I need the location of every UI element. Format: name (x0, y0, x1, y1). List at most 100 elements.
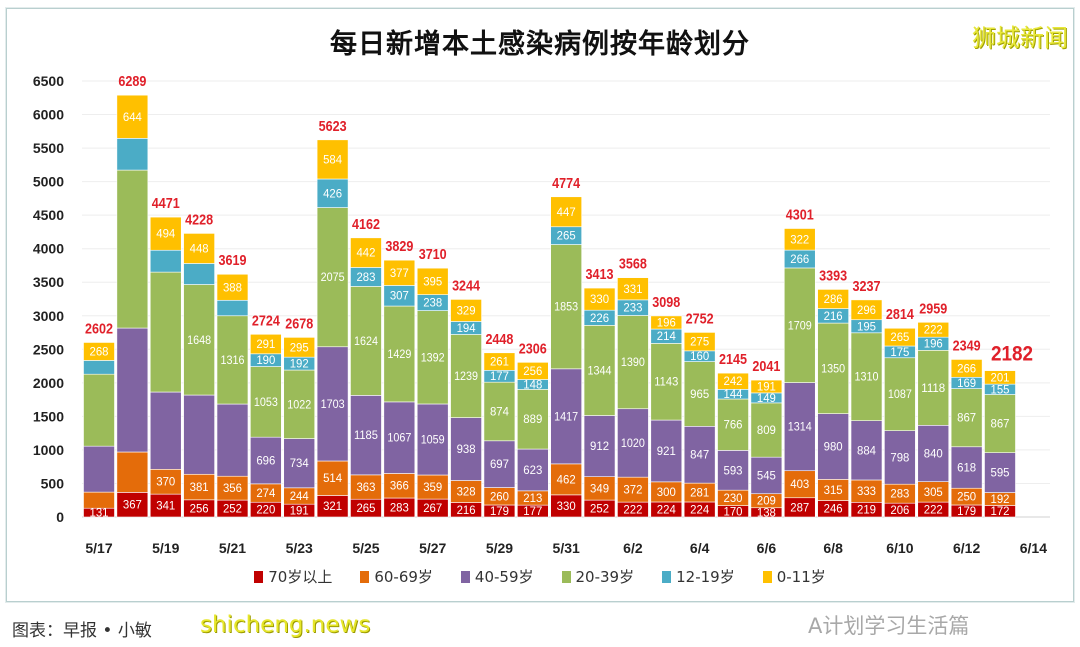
data-label: 252 (590, 504, 609, 516)
legend-label: 12-19岁 (676, 568, 735, 586)
legend-item-12-19: 12-19岁 (662, 566, 735, 587)
y-tick-label: 2000 (33, 375, 64, 391)
bar-segment (149, 469, 182, 495)
bar-segment (116, 327, 149, 453)
y-tick-label: 500 (41, 475, 65, 491)
data-label: 494 (156, 229, 176, 241)
bar-segment (717, 372, 749, 390)
data-label: 191 (757, 382, 776, 394)
y-tick-label: 4500 (33, 207, 64, 223)
bar-segment (650, 343, 683, 421)
bar-segment (316, 178, 349, 208)
data-label: 238 (423, 298, 442, 310)
data-label: 330 (557, 501, 576, 513)
bar-segment (350, 474, 382, 500)
data-label: 921 (657, 446, 676, 458)
total-label: 2041 (752, 358, 780, 375)
chart-title: 每日新增本土感染病例按年龄划分 (330, 29, 750, 60)
legend-swatch (460, 570, 470, 583)
bar-segment (917, 350, 950, 426)
bar-segment (950, 359, 983, 378)
bar-segment (183, 394, 215, 475)
bar-segment (783, 228, 816, 251)
data-label: 260 (490, 491, 509, 503)
data-label: 377 (390, 268, 409, 280)
data-label: 195 (857, 321, 876, 333)
data-label: 265 (890, 332, 909, 344)
x-tick-label: 5/21 (219, 540, 246, 556)
data-label: 696 (256, 456, 275, 468)
data-label: 177 (490, 371, 509, 383)
data-label: 274 (256, 488, 276, 500)
x-tick-label: 5/25 (352, 540, 379, 556)
total-label: 3829 (385, 238, 413, 255)
data-label: 131 (90, 508, 109, 520)
bar-segment (116, 138, 149, 171)
total-label: 3568 (619, 256, 647, 273)
data-label: 230 (724, 493, 743, 505)
bar-segment (216, 273, 249, 301)
data-label: 226 (590, 313, 609, 325)
x-tick-label: 6/14 (1020, 540, 1047, 556)
data-label: 322 (790, 234, 809, 246)
bar-segment (550, 244, 582, 370)
data-label: 1417 (554, 411, 578, 423)
data-label: 867 (957, 413, 976, 425)
data-label: 623 (523, 465, 542, 477)
data-label: 912 (590, 441, 609, 453)
bar-segment (483, 440, 516, 488)
data-label: 268 (90, 346, 109, 358)
legend-label: 0-11岁 (776, 568, 826, 586)
bar-segment (850, 299, 883, 321)
bar-segment (216, 315, 249, 405)
bar-segment (984, 370, 1016, 385)
data-label: 874 (490, 406, 510, 418)
bar-segment (149, 249, 182, 273)
bar-segment (450, 299, 482, 322)
data-label: 265 (356, 503, 375, 515)
bar-segment (149, 391, 182, 470)
data-label: 1853 (554, 302, 578, 314)
data-label: 172 (990, 506, 1009, 518)
data-label: 222 (623, 505, 642, 517)
bar-segment (183, 473, 215, 501)
y-tick-label: 2500 (33, 341, 64, 357)
data-label: 809 (757, 425, 776, 437)
bar-segment (283, 337, 316, 358)
total-label: 3237 (853, 278, 881, 295)
bar-segment (683, 426, 716, 484)
bar-segment (817, 289, 849, 309)
total-label: 2724 (252, 312, 281, 329)
data-label: 256 (523, 366, 542, 378)
data-label: 295 (290, 342, 309, 354)
data-label: 644 (123, 112, 143, 124)
chart-frame (6, 8, 1074, 602)
data-label: 233 (623, 303, 642, 315)
data-label: 216 (457, 505, 476, 517)
x-tick-label: 5/19 (152, 540, 179, 556)
data-label: 367 (123, 500, 142, 512)
data-label: 209 (757, 496, 776, 508)
bar-segment (550, 368, 582, 465)
data-label: 213 (523, 493, 542, 505)
y-tick-label: 3000 (33, 308, 64, 324)
data-label: 305 (924, 487, 943, 499)
total-label: 2182 (991, 343, 1033, 366)
bar-segment (650, 315, 683, 330)
data-label: 403 (790, 479, 809, 491)
total-label: 3619 (218, 252, 246, 269)
bar-segment (116, 169, 149, 329)
bar-segment (216, 403, 249, 477)
bar-segment (884, 430, 916, 485)
data-label: 246 (824, 504, 843, 516)
data-label: 252 (223, 504, 242, 516)
legend-item-60-69: 60-69岁 (360, 566, 433, 587)
x-tick-label: 5/17 (85, 540, 112, 556)
data-label: 1143 (654, 377, 678, 389)
x-tick-label: 6/4 (690, 540, 710, 556)
bar-segment (350, 395, 382, 476)
data-label: 798 (890, 452, 909, 464)
data-label: 291 (256, 339, 275, 351)
bar-segment (483, 352, 516, 371)
bar-segment (683, 361, 716, 427)
